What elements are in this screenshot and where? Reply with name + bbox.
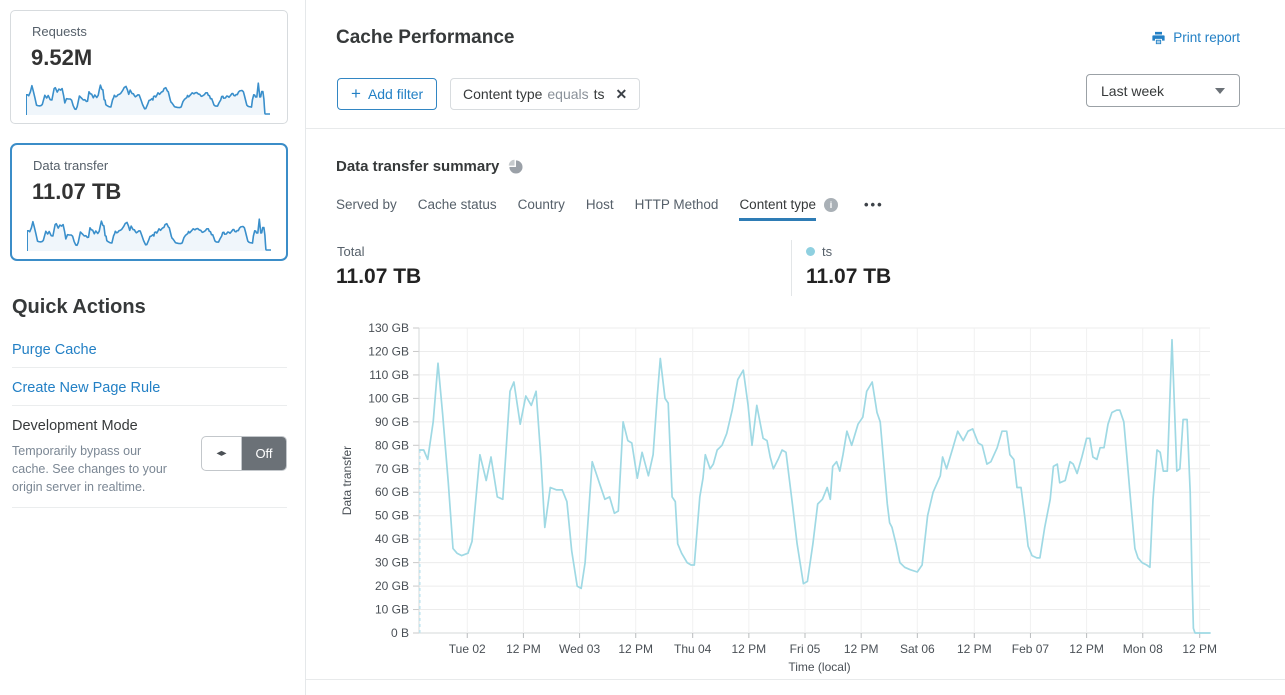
- content-type-filter-chip[interactable]: Content type equals ts ✕: [450, 78, 641, 110]
- tab-served-by[interactable]: Served by: [336, 197, 397, 212]
- svg-text:Data transfer: Data transfer: [340, 446, 354, 515]
- svg-text:20 GB: 20 GB: [375, 579, 409, 593]
- divider: [12, 367, 287, 368]
- svg-text:Feb 07: Feb 07: [1012, 642, 1050, 656]
- svg-text:10 GB: 10 GB: [375, 603, 409, 617]
- requests-sparkline-chart: [26, 82, 270, 115]
- filter-value: ts: [593, 86, 605, 102]
- svg-text:12 PM: 12 PM: [732, 642, 767, 656]
- svg-text:100 GB: 100 GB: [368, 391, 409, 405]
- summary-tabs: Served by Cache status Country Host HTTP…: [336, 197, 884, 221]
- svg-text:120 GB: 120 GB: [368, 344, 409, 358]
- development-mode-toggle[interactable]: ◂▸ Off: [201, 436, 287, 471]
- svg-text:12 PM: 12 PM: [506, 642, 541, 656]
- svg-text:30 GB: 30 GB: [375, 556, 409, 570]
- remove-filter-icon[interactable]: ✕: [615, 85, 628, 102]
- tab-http-method[interactable]: HTTP Method: [634, 197, 719, 212]
- divider: [12, 405, 287, 406]
- info-icon[interactable]: i: [824, 197, 838, 212]
- development-mode-title: Development Mode: [12, 418, 138, 434]
- svg-text:12 PM: 12 PM: [618, 642, 653, 656]
- svg-text:12 PM: 12 PM: [1182, 642, 1217, 656]
- toggle-off-label: Off: [242, 437, 286, 470]
- ts-legend-dot-icon: [806, 247, 815, 256]
- svg-text:50 GB: 50 GB: [375, 509, 409, 523]
- add-filter-label: Add filter: [367, 86, 424, 102]
- svg-text:110 GB: 110 GB: [369, 368, 409, 382]
- divider: [12, 507, 287, 508]
- svg-text:Tue 02: Tue 02: [449, 642, 486, 656]
- printer-icon: [1152, 31, 1165, 44]
- filter-operator: equals: [547, 86, 589, 102]
- requests-card-value: 9.52M: [31, 45, 93, 70]
- create-page-rule-link[interactable]: Create New Page Rule: [12, 380, 161, 396]
- divider: [306, 679, 1285, 680]
- time-range-select[interactable]: Last week: [1086, 74, 1240, 107]
- svg-text:0 B: 0 B: [391, 626, 409, 640]
- svg-text:130 GB: 130 GB: [368, 321, 409, 335]
- data-transfer-card-label: Data transfer: [33, 158, 109, 173]
- svg-text:12 PM: 12 PM: [957, 642, 992, 656]
- svg-text:Sat 06: Sat 06: [900, 642, 935, 656]
- ts-stat-value: 11.07 TB: [806, 265, 892, 288]
- svg-text:Wed 03: Wed 03: [559, 642, 600, 656]
- tab-content-type[interactable]: Content type i: [739, 197, 838, 221]
- plus-icon: +: [351, 83, 361, 103]
- total-stat-label: Total: [337, 244, 365, 259]
- svg-text:60 GB: 60 GB: [375, 485, 409, 499]
- quick-actions-title: Quick Actions: [12, 296, 146, 318]
- data-transfer-sparkline-chart: [27, 218, 271, 251]
- ts-legend-label: ts: [822, 244, 833, 259]
- svg-text:40 GB: 40 GB: [375, 532, 409, 546]
- tab-cache-status[interactable]: Cache status: [417, 197, 497, 212]
- pie-chart-icon: [509, 159, 523, 174]
- svg-text:Fri 05: Fri 05: [790, 642, 821, 656]
- svg-text:12 PM: 12 PM: [1069, 642, 1104, 656]
- stat-divider: [791, 240, 792, 296]
- svg-text:12 PM: 12 PM: [844, 642, 879, 656]
- toggle-arrows-icon[interactable]: ◂▸: [202, 437, 242, 470]
- requests-card-label: Requests: [32, 24, 87, 39]
- data-transfer-card-value: 11.07 TB: [32, 179, 122, 204]
- summary-title: Data transfer summary: [336, 158, 523, 175]
- svg-text:Mon 08: Mon 08: [1123, 642, 1163, 656]
- tab-host[interactable]: Host: [585, 197, 614, 212]
- tab-country[interactable]: Country: [517, 197, 565, 212]
- more-tabs-button[interactable]: •••: [864, 197, 884, 212]
- svg-text:90 GB: 90 GB: [375, 415, 409, 429]
- print-report-link[interactable]: Print report: [1151, 30, 1240, 45]
- print-report-label: Print report: [1173, 30, 1240, 45]
- summary-title-text: Data transfer summary: [336, 158, 500, 175]
- time-range-value: Last week: [1101, 82, 1165, 99]
- filter-field: Content type: [463, 86, 543, 102]
- chevron-down-icon: [1215, 87, 1225, 94]
- data-transfer-metric-card[interactable]: Data transfer 11.07 TB: [10, 143, 288, 261]
- requests-metric-card[interactable]: Requests 9.52M: [10, 10, 288, 124]
- page-title: Cache Performance: [336, 27, 515, 48]
- total-stat-value: 11.07 TB: [336, 265, 422, 288]
- purge-cache-link[interactable]: Purge Cache: [12, 342, 97, 358]
- svg-text:70 GB: 70 GB: [375, 462, 409, 476]
- development-mode-description: Temporarily bypass our cache. See change…: [12, 444, 167, 494]
- svg-text:Thu 04: Thu 04: [674, 642, 712, 656]
- data-transfer-chart: 0 B 10 GB 20 GB 30 GB 40 GB 50 GB 60 GB 70 GB 80…: [340, 321, 1217, 674]
- svg-text:Time (local): Time (local): [788, 660, 850, 674]
- sidebar-main-separator: [305, 0, 306, 695]
- add-filter-button[interactable]: + Add filter: [337, 78, 438, 110]
- svg-text:80 GB: 80 GB: [375, 438, 409, 452]
- divider: [306, 128, 1285, 129]
- ts-legend: ts: [806, 244, 832, 259]
